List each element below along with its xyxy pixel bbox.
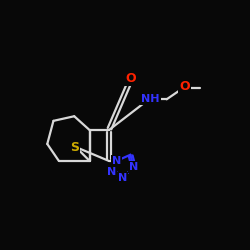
Text: S: S	[70, 140, 79, 153]
Text: N: N	[129, 162, 138, 172]
Text: O: O	[179, 80, 190, 93]
Text: NH: NH	[141, 94, 160, 104]
Text: N: N	[118, 173, 127, 183]
Text: N: N	[106, 167, 116, 177]
Text: N: N	[112, 156, 121, 166]
Text: O: O	[125, 72, 136, 85]
